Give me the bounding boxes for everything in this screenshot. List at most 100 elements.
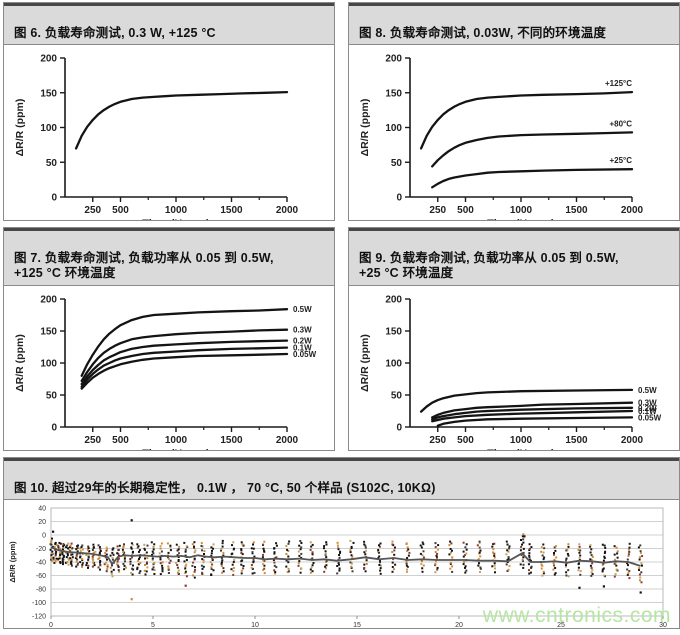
figure7-title: 图 7. 负载寿命测试, 负载功率从 0.05 到 0.5W, +125 °C … bbox=[14, 250, 274, 281]
svg-text:ΔR/R (ppm): ΔR/R (ppm) bbox=[359, 334, 371, 392]
svg-text:1500: 1500 bbox=[565, 205, 588, 216]
svg-text:0.1W: 0.1W bbox=[293, 343, 312, 352]
svg-text:0.05W: 0.05W bbox=[638, 413, 662, 422]
figure7-header: 图 7. 负载寿命测试, 负载功率从 0.05 到 0.5W, +125 °C … bbox=[4, 228, 334, 286]
svg-text:100: 100 bbox=[40, 358, 57, 369]
series-curves: 0.5W0.3W0.2W0.1W0.05W bbox=[419, 385, 662, 427]
svg-text:50: 50 bbox=[391, 390, 403, 401]
svg-text:2000: 2000 bbox=[621, 205, 644, 216]
svg-text:250: 250 bbox=[84, 205, 101, 216]
curve-0.05W bbox=[436, 415, 634, 427]
svg-text:-100: -100 bbox=[32, 600, 46, 607]
svg-text:10: 10 bbox=[251, 622, 259, 628]
svg-text:Time (Hours): Time (Hours) bbox=[487, 218, 555, 220]
svg-text:1000: 1000 bbox=[510, 205, 533, 216]
svg-text:ΔR/R (ppm): ΔR/R (ppm) bbox=[14, 99, 26, 157]
figure9-header: 图 9. 负载寿命测试, 负载功率从 0.05 到 0.5W, +25 °C 环… bbox=[349, 228, 679, 286]
figure8-panel: 图 8. 负载寿命测试, 0.03W, 不同的环境温度 0 50 100 150 200… bbox=[348, 2, 680, 221]
figure8-title: 图 8. 负载寿命测试, 0.03W, 不同的环境温度 bbox=[359, 25, 607, 40]
axes: 0 50 100 150 200 250 500 1000 1500 2000 Time (Hour… bbox=[359, 54, 644, 221]
figure9-panel: 图 9. 负载寿命测试, 负载功率从 0.05 到 0.5W, +25 °C 环… bbox=[348, 227, 680, 451]
svg-text:ΔR/R (ppm): ΔR/R (ppm) bbox=[8, 541, 17, 583]
figure10-header: 图 10. 超过29年的长期稳定性， 0.1W ， 70 °C, 50 个样品 … bbox=[4, 458, 679, 500]
svg-text:1500: 1500 bbox=[565, 435, 588, 446]
curve-+125°C bbox=[419, 90, 634, 150]
svg-text:15: 15 bbox=[353, 622, 361, 628]
svg-text:0.5W: 0.5W bbox=[293, 305, 312, 314]
curve-0.3W bbox=[431, 401, 634, 419]
svg-text:0: 0 bbox=[396, 193, 402, 204]
svg-text:200: 200 bbox=[385, 294, 402, 305]
figure6-panel: 图 6. 负载寿命测试, 0.3 W, +125 °C 0 50 100 150 200… bbox=[3, 2, 335, 221]
svg-text:0: 0 bbox=[51, 193, 57, 204]
series-curves bbox=[74, 90, 289, 150]
svg-text:200: 200 bbox=[40, 54, 57, 65]
svg-text:1500: 1500 bbox=[220, 435, 243, 446]
curve-0.05W bbox=[80, 352, 289, 390]
svg-text:150: 150 bbox=[385, 88, 402, 99]
svg-text:1500: 1500 bbox=[220, 205, 243, 216]
svg-text:150: 150 bbox=[40, 88, 57, 99]
svg-text:ΔR/R (ppm): ΔR/R (ppm) bbox=[14, 334, 26, 392]
svg-text:2000: 2000 bbox=[276, 205, 299, 216]
svg-text:2000: 2000 bbox=[276, 435, 299, 446]
svg-text:5: 5 bbox=[151, 622, 155, 628]
figure7-line-chart: 0 50 100 150 200 250 500 1000 1500 2000 Time (Hour… bbox=[14, 294, 317, 450]
svg-text:250: 250 bbox=[429, 435, 446, 446]
figure9-body: 0 50 100 150 200 250 500 1000 1500 2000 Time (Hour… bbox=[349, 285, 679, 450]
svg-text:0: 0 bbox=[42, 533, 46, 540]
svg-text:-40: -40 bbox=[36, 560, 46, 567]
svg-text:150: 150 bbox=[40, 326, 57, 337]
figure7-panel: 图 7. 负载寿命测试, 负载功率从 0.05 到 0.5W, +125 °C … bbox=[3, 227, 335, 451]
figure8-header: 图 8. 负载寿命测试, 0.03W, 不同的环境温度 bbox=[349, 3, 679, 45]
svg-text:30: 30 bbox=[659, 622, 667, 628]
figure10-body: 40200-20-40-60-80-100-120051015202530Tim… bbox=[4, 500, 679, 628]
svg-text:50: 50 bbox=[46, 390, 58, 401]
figure9-line-chart: 0 50 100 150 200 250 500 1000 1500 2000 Time (Hour… bbox=[359, 294, 662, 450]
svg-text:500: 500 bbox=[457, 205, 474, 216]
svg-text:Time (Hours): Time (Hours) bbox=[142, 448, 210, 451]
svg-text:+125°C: +125°C bbox=[605, 79, 632, 88]
svg-text:100: 100 bbox=[385, 358, 402, 369]
curve-0.1W bbox=[80, 345, 289, 388]
curve-0.5W bbox=[80, 307, 289, 377]
svg-text:100: 100 bbox=[385, 123, 402, 134]
series-curves: +125°C +80°C +25°C bbox=[419, 79, 634, 189]
figure9-title: 图 9. 负载寿命测试, 负载功率从 0.05 到 0.5W, +25 °C 环… bbox=[359, 250, 619, 281]
svg-text:250: 250 bbox=[429, 205, 446, 216]
svg-text:+80°C: +80°C bbox=[609, 119, 632, 128]
figure10-scatter-chart: 40200-20-40-60-80-100-120051015202530Tim… bbox=[8, 506, 667, 629]
svg-text:0.3W: 0.3W bbox=[293, 325, 312, 334]
svg-text:-80: -80 bbox=[36, 587, 46, 594]
svg-text:0: 0 bbox=[51, 422, 57, 433]
figure8-line-chart: 0 50 100 150 200 250 500 1000 1500 2000 Time (Hour… bbox=[359, 54, 644, 221]
svg-text:-120: -120 bbox=[32, 614, 46, 621]
svg-text:Time (Hours): Time (Hours) bbox=[142, 218, 210, 220]
svg-text:-20: -20 bbox=[36, 546, 46, 553]
svg-text:25: 25 bbox=[557, 622, 565, 628]
svg-text:0: 0 bbox=[396, 422, 402, 433]
series-curves: 0.5W 0.3W 0.2W0.1W0.05W bbox=[80, 305, 317, 390]
scatter-points bbox=[49, 519, 644, 601]
svg-text:-60: -60 bbox=[36, 573, 46, 580]
svg-text:200: 200 bbox=[40, 294, 57, 305]
figure6-line-chart: 0 50 100 150 200 250 500 1000 1500 2000 Time (Hour… bbox=[14, 54, 299, 221]
svg-text:250: 250 bbox=[84, 435, 101, 446]
curve-+80°C bbox=[431, 131, 634, 168]
axes: 0 50 100 150 200 250 500 1000 1500 2000 Time (Hour… bbox=[14, 294, 299, 450]
svg-text:1000: 1000 bbox=[510, 435, 533, 446]
svg-text:0.2W: 0.2W bbox=[293, 336, 312, 345]
curve-0.1W bbox=[431, 409, 634, 422]
figure8-body: 0 50 100 150 200 250 500 1000 1500 2000 Time (Hour… bbox=[349, 45, 679, 220]
figure6-body: 0 50 100 150 200 250 500 1000 1500 2000 Time (Hour… bbox=[4, 45, 334, 220]
figure6-header: 图 6. 负载寿命测试, 0.3 W, +125 °C bbox=[4, 3, 334, 45]
svg-text:0.2W: 0.2W bbox=[638, 403, 657, 412]
curve-0.2W bbox=[431, 406, 634, 420]
svg-text:50: 50 bbox=[46, 158, 58, 169]
svg-text:0.5W: 0.5W bbox=[638, 385, 657, 394]
svg-text:0.05W: 0.05W bbox=[293, 350, 317, 359]
svg-text:500: 500 bbox=[112, 205, 129, 216]
curve-0.2W bbox=[80, 338, 289, 385]
svg-text:20: 20 bbox=[455, 622, 463, 628]
axes: 0 50 100 150 200 250 500 1000 1500 2000 Time (Hour… bbox=[359, 294, 644, 450]
